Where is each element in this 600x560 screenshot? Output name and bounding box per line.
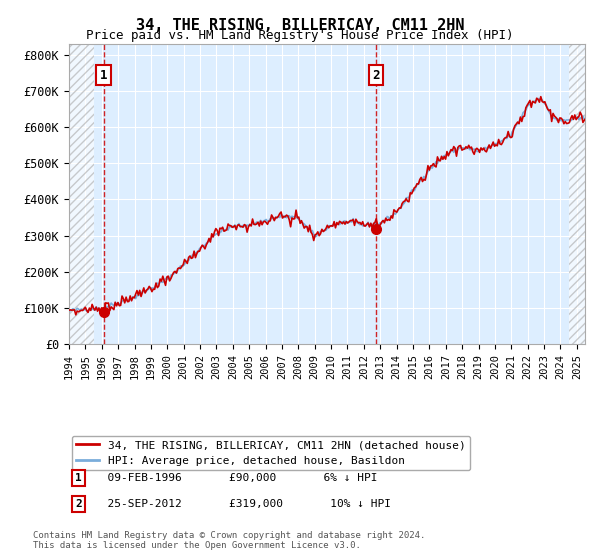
Text: 2: 2 (75, 499, 82, 509)
Text: 1: 1 (100, 69, 107, 82)
Bar (69, 44, 94, 344)
Text: 25-SEP-2012       £319,000       10% ↓ HPI: 25-SEP-2012 £319,000 10% ↓ HPI (94, 499, 391, 509)
Text: Price paid vs. HM Land Registry's House Price Index (HPI): Price paid vs. HM Land Registry's House … (86, 29, 514, 42)
Text: 34, THE RISING, BILLERICAY, CM11 2HN: 34, THE RISING, BILLERICAY, CM11 2HN (136, 18, 464, 33)
Text: 2: 2 (372, 69, 380, 82)
Legend: 34, THE RISING, BILLERICAY, CM11 2HN (detached house), HPI: Average price, detac: 34, THE RISING, BILLERICAY, CM11 2HN (de… (72, 436, 470, 470)
Text: Contains HM Land Registry data © Crown copyright and database right 2024.
This d: Contains HM Land Registry data © Crown c… (33, 530, 425, 550)
Text: 1: 1 (75, 473, 82, 483)
Text: 09-FEB-1996       £90,000       6% ↓ HPI: 09-FEB-1996 £90,000 6% ↓ HPI (94, 473, 377, 483)
Bar (569, 44, 585, 344)
